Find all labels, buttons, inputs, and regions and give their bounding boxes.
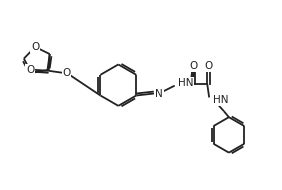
Text: HN: HN [178,78,193,88]
Text: N: N [155,89,163,99]
Text: O: O [31,42,39,52]
Text: O: O [26,65,34,75]
Text: O: O [189,61,197,71]
Text: O: O [62,68,70,78]
Text: HN: HN [213,95,229,105]
Text: O: O [204,61,212,71]
